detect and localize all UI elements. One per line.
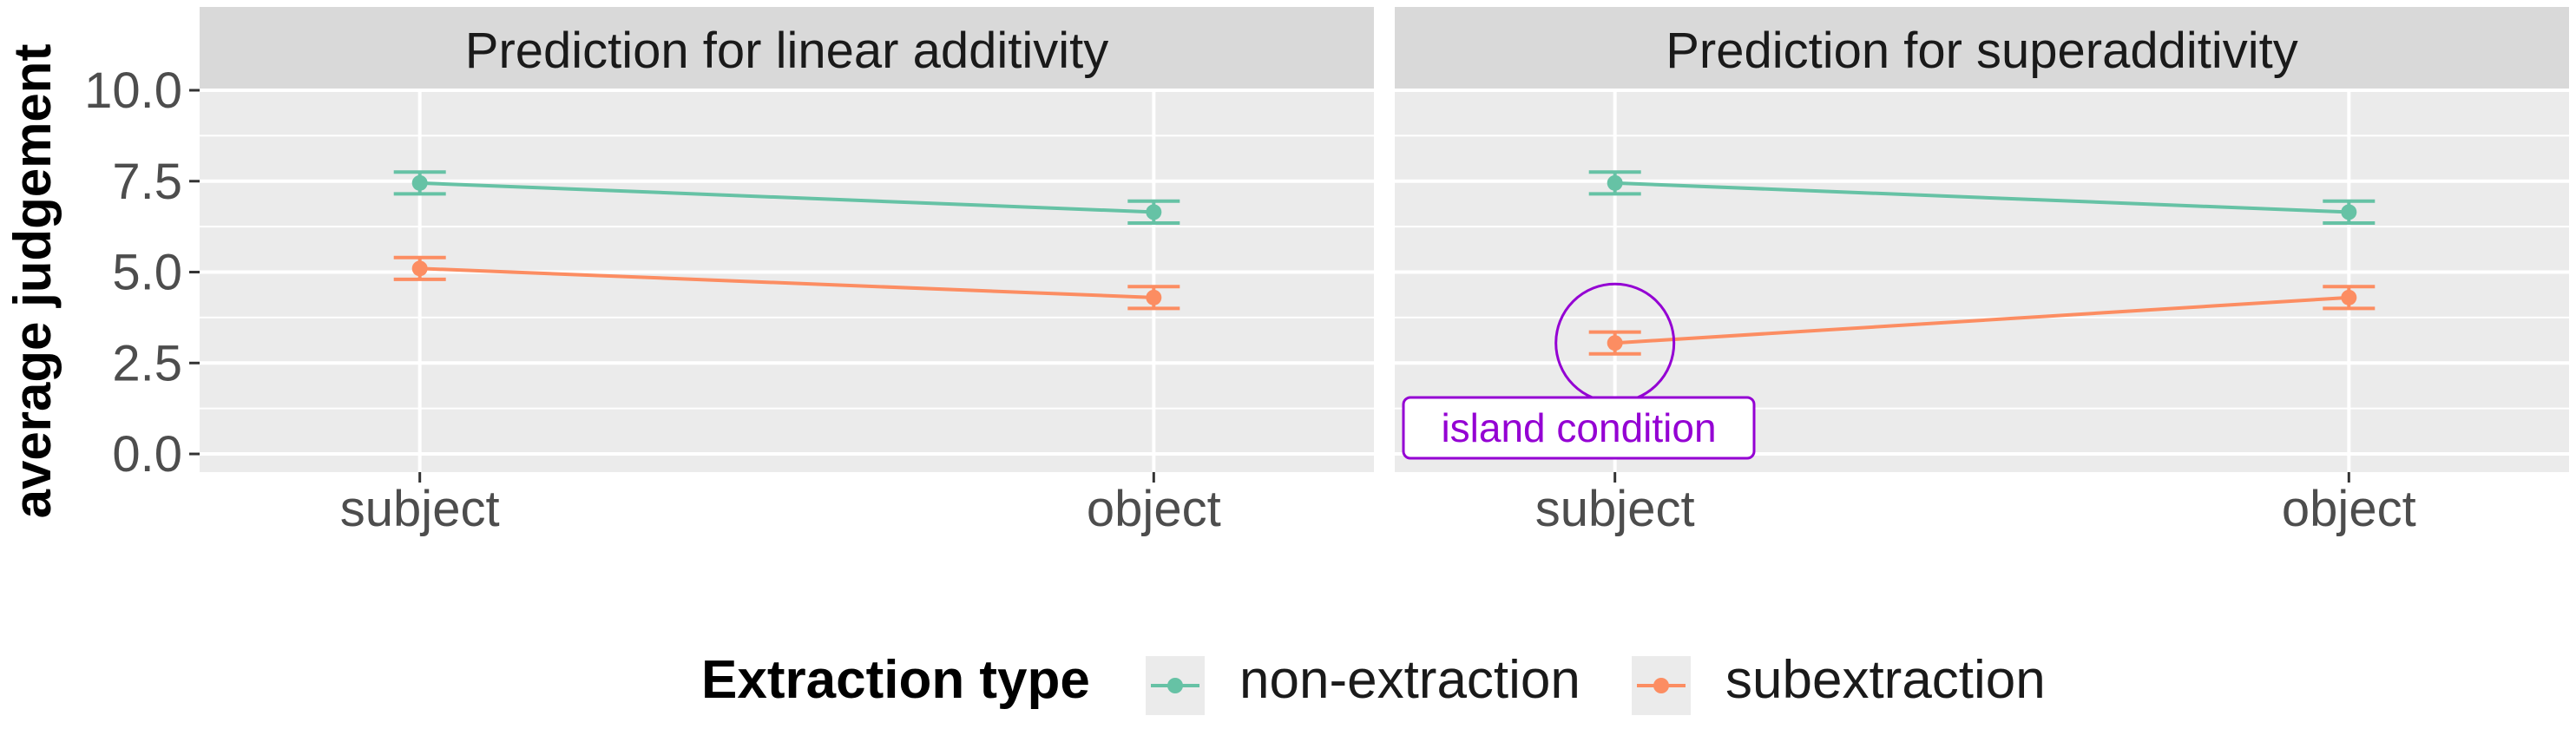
legend-entry-label: subextraction — [1725, 650, 2046, 710]
facet-title: Prediction for linear additivity — [465, 23, 1108, 79]
x-tick-label: subject — [340, 481, 500, 537]
data-point — [411, 260, 428, 277]
data-point — [1607, 335, 1623, 351]
data-point — [1146, 204, 1162, 220]
panel-background — [200, 90, 1374, 472]
data-point — [1607, 174, 1623, 191]
facet-strip — [200, 7, 1374, 90]
data-point — [2341, 289, 2357, 305]
y-tick-label: 5.0 — [112, 245, 182, 301]
y-tick-label: 0.0 — [112, 426, 182, 483]
x-tick-label: object — [1087, 481, 1221, 537]
series-line — [1614, 295, 2349, 345]
facet-title: Prediction for superadditivity — [1666, 23, 2298, 79]
facet-strip — [1395, 7, 2569, 90]
annotation-label-box — [1402, 396, 1756, 460]
data-point — [1146, 289, 1162, 305]
y-tick-label: 10.0 — [84, 62, 182, 119]
series-line — [1614, 181, 2349, 214]
x-tick-label: object — [2282, 481, 2416, 537]
y-tick-label: 2.5 — [112, 335, 182, 391]
legend-title: Extraction type — [701, 650, 1090, 710]
legend-entry-label: non-extraction — [1239, 650, 1580, 710]
y-axis-title: average judgement — [3, 44, 62, 519]
y-tick-label: 7.5 — [112, 154, 182, 210]
x-tick-label: subject — [1535, 481, 1695, 537]
series-line — [419, 181, 1154, 214]
data-point — [2341, 204, 2357, 220]
legend-key-point — [1653, 678, 1669, 693]
annotation-label: island condition — [1441, 405, 1716, 450]
data-point — [411, 174, 428, 191]
legend-key-point — [1167, 678, 1183, 693]
series-line — [419, 266, 1154, 299]
